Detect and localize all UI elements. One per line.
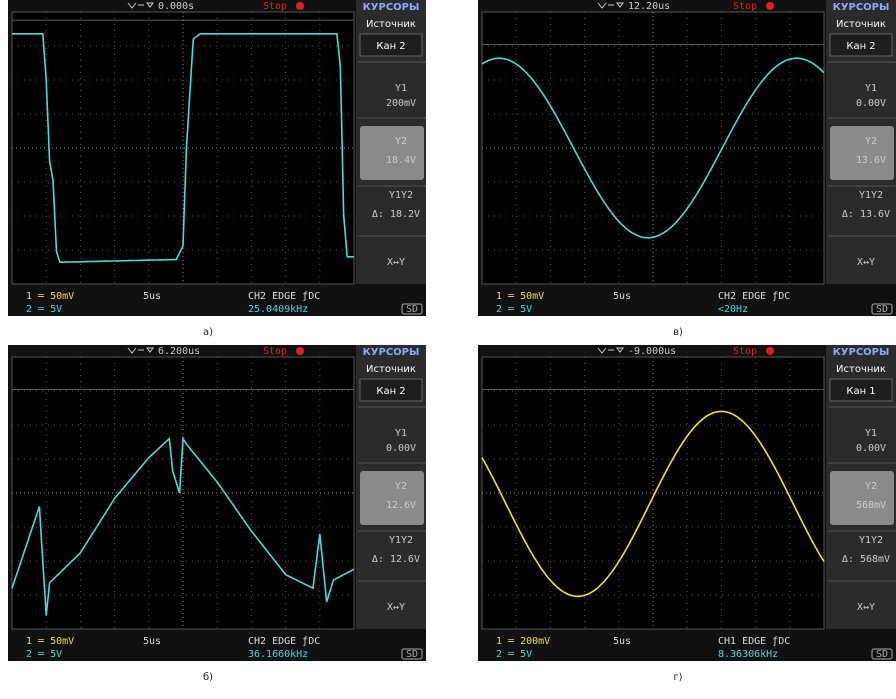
- frequency: <20Hz: [718, 304, 748, 315]
- menu-source-label: Источник: [366, 364, 416, 375]
- caption: г): [673, 672, 682, 683]
- menu-source: Кан 1: [846, 386, 875, 397]
- menu-source-label: Источник: [836, 364, 886, 375]
- menu-delta: Δ: 18.2V: [372, 209, 420, 220]
- trigger-setup: CH1 EDGE ƒDC: [718, 636, 790, 647]
- menu-source-label: Источник: [836, 19, 886, 30]
- status-dot: [766, 2, 774, 10]
- menu-source: Кан 2: [376, 41, 405, 52]
- menu-title: КУРСОРЫ: [363, 2, 420, 13]
- timebase: 5us: [143, 291, 161, 302]
- menu-source-label: Источник: [366, 19, 416, 30]
- ch2-scale: 2 ═ 5V: [26, 649, 62, 660]
- menu-swap: X↔Y: [857, 602, 875, 613]
- frequency: 25.0409kHz: [248, 304, 308, 315]
- menu-title: КУРСОРЫ: [833, 347, 890, 358]
- menu-y2-label: Y2: [395, 136, 407, 147]
- menu-y1y2-label: Y1Y2: [389, 535, 413, 546]
- ch1-scale: 1 ═ 200mV: [496, 636, 550, 647]
- menu-y1: 200mV: [386, 98, 416, 109]
- ch1-scale: 1 ═ 50mV: [26, 636, 74, 647]
- frequency: 36.1660kHz: [248, 649, 308, 660]
- menu-y2: 18.4V: [386, 155, 416, 166]
- status-dot: [296, 347, 304, 355]
- menu-y1: 0.00V: [386, 443, 416, 454]
- caption: в): [673, 327, 683, 338]
- ch1-scale: 1 ═ 50mV: [496, 291, 544, 302]
- timebase: 5us: [613, 291, 631, 302]
- caption: а): [203, 327, 213, 338]
- trigger-time: 6.200us: [158, 346, 200, 357]
- menu-highlight: [360, 471, 424, 525]
- trigger-setup: CH2 EDGE ƒDC: [718, 291, 790, 302]
- scope-panel: 6.200us Stop КУРСОРЫ Источник Кан 2 Y1 0.00V Y2…: [8, 345, 426, 683]
- menu-swap: X↔Y: [387, 257, 405, 268]
- menu-y2: 568mV: [856, 500, 886, 511]
- trigger-time: -9.000us: [628, 346, 676, 357]
- ch2-scale: 2 ═ 5V: [496, 304, 532, 315]
- menu-y1y2-label: Y1Y2: [389, 190, 413, 201]
- menu-delta: Δ: 568mV: [842, 554, 890, 565]
- trigger-setup: CH2 EDGE ƒDC: [248, 291, 320, 302]
- ch1-scale: 1 ═ 50mV: [26, 291, 74, 302]
- menu-source: Кан 2: [846, 41, 875, 52]
- timebase: 5us: [143, 636, 161, 647]
- menu-y1-label: Y1: [865, 83, 877, 94]
- status-dot: [296, 2, 304, 10]
- menu-y1-label: Y1: [395, 428, 407, 439]
- menu-title: КУРСОРЫ: [363, 347, 420, 358]
- frequency: 8.36306kHz: [718, 649, 778, 660]
- figure: 0.000sStopКУРСОРЫИсточникКан 2Y1200mVY21…: [0, 0, 896, 695]
- timebase: 5us: [613, 636, 631, 647]
- trigger-time: 0.000s: [158, 1, 194, 12]
- menu-y2-label: Y2: [865, 136, 877, 147]
- menu-y2-label: Y2: [865, 481, 877, 492]
- status: Stop: [263, 346, 287, 357]
- menu-highlight: [360, 126, 424, 180]
- ch2-scale: 2 ═ 5V: [26, 304, 62, 315]
- menu-y1y2-label: Y1Y2: [859, 535, 883, 546]
- status-dot: [766, 347, 774, 355]
- menu-highlight: [830, 126, 894, 180]
- sd-label: SD: [406, 649, 418, 660]
- menu-y1-label: Y1: [865, 428, 877, 439]
- menu-y1: 0.00V: [856, 98, 886, 109]
- status: Stop: [733, 346, 757, 357]
- menu-title: КУРСОРЫ: [833, 2, 890, 13]
- menu-y2: 12.6V: [386, 500, 416, 511]
- menu-delta: Δ: 12.6V: [372, 554, 420, 565]
- page: 0.000sStopКУРСОРЫИсточникКан 2Y1200mVY21…: [0, 0, 896, 695]
- scope-panel: -9.000us Stop КУРСОРЫ Источник Кан 1 Y1 0.00V Y…: [478, 345, 896, 683]
- sd-label: SD: [406, 304, 418, 315]
- ch2-scale: 2 ═ 5V: [496, 649, 532, 660]
- caption: б): [203, 672, 213, 683]
- sd-label: SD: [876, 649, 888, 660]
- menu-source: Кан 2: [376, 386, 405, 397]
- menu-y1y2-label: Y1Y2: [859, 190, 883, 201]
- menu-delta: Δ: 13.6V: [842, 209, 890, 220]
- menu-y2-label: Y2: [395, 481, 407, 492]
- scope-panel: 0.000s Stop КУРСОРЫ Источник Кан 2 Y1 200mV Y2 1…: [8, 0, 426, 338]
- trigger-setup: CH2 EDGE ƒDC: [248, 636, 320, 647]
- menu-swap: X↔Y: [387, 602, 405, 613]
- menu-y2: 13.6V: [856, 155, 886, 166]
- menu-y1: 0.00V: [856, 443, 886, 454]
- menu-swap: X↔Y: [857, 257, 875, 268]
- status: Stop: [733, 1, 757, 12]
- scope-panel: 12.20us Stop КУРСОРЫ Источник Кан 2 Y1 0.00V Y2…: [478, 0, 896, 338]
- menu-y1-label: Y1: [395, 83, 407, 94]
- status: Stop: [263, 1, 287, 12]
- menu-highlight: [830, 471, 894, 525]
- sd-label: SD: [876, 304, 888, 315]
- trigger-time: 12.20us: [628, 1, 670, 12]
